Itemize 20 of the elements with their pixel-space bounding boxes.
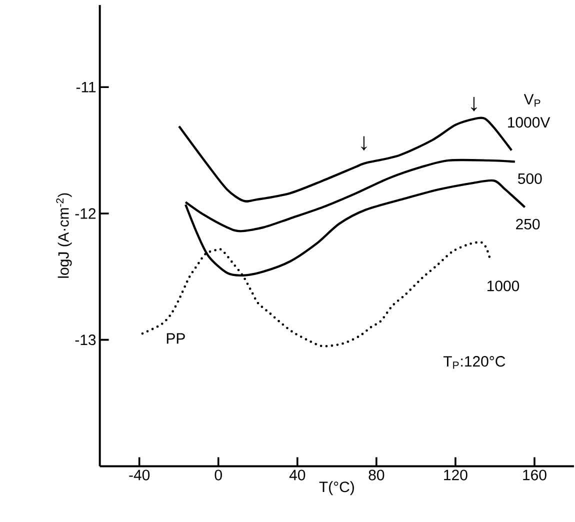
x-tick-label: 40 [289,470,306,480]
x-tick-label: 0 [214,470,222,480]
annotation: ↓ [471,97,477,112]
x-tick-label: -40 [129,470,150,480]
x-axis-title: T(°C) [319,481,354,496]
annotation: ↓ [361,136,367,150]
y-tick-label: -13 [75,334,96,346]
annotation: PP [166,333,185,344]
x-tick-label: 160 [523,470,546,480]
series-label: 250 [516,218,540,230]
x-tick-label: 120 [444,470,468,480]
y-tick-label: -11 [76,82,96,92]
series-label: 500 [518,173,542,184]
y-axis-title: logJ (A·cm$^{-2}$) [56,193,72,278]
legend-title: V$_{P}$ [524,94,540,107]
series-label: 1000V [508,117,550,128]
x-tick-label: 80 [368,470,384,480]
y-tick-label: -12 [75,208,96,219]
series-label: 1000 [488,280,520,292]
annotation: T$_{P}$:120°C [443,356,506,369]
